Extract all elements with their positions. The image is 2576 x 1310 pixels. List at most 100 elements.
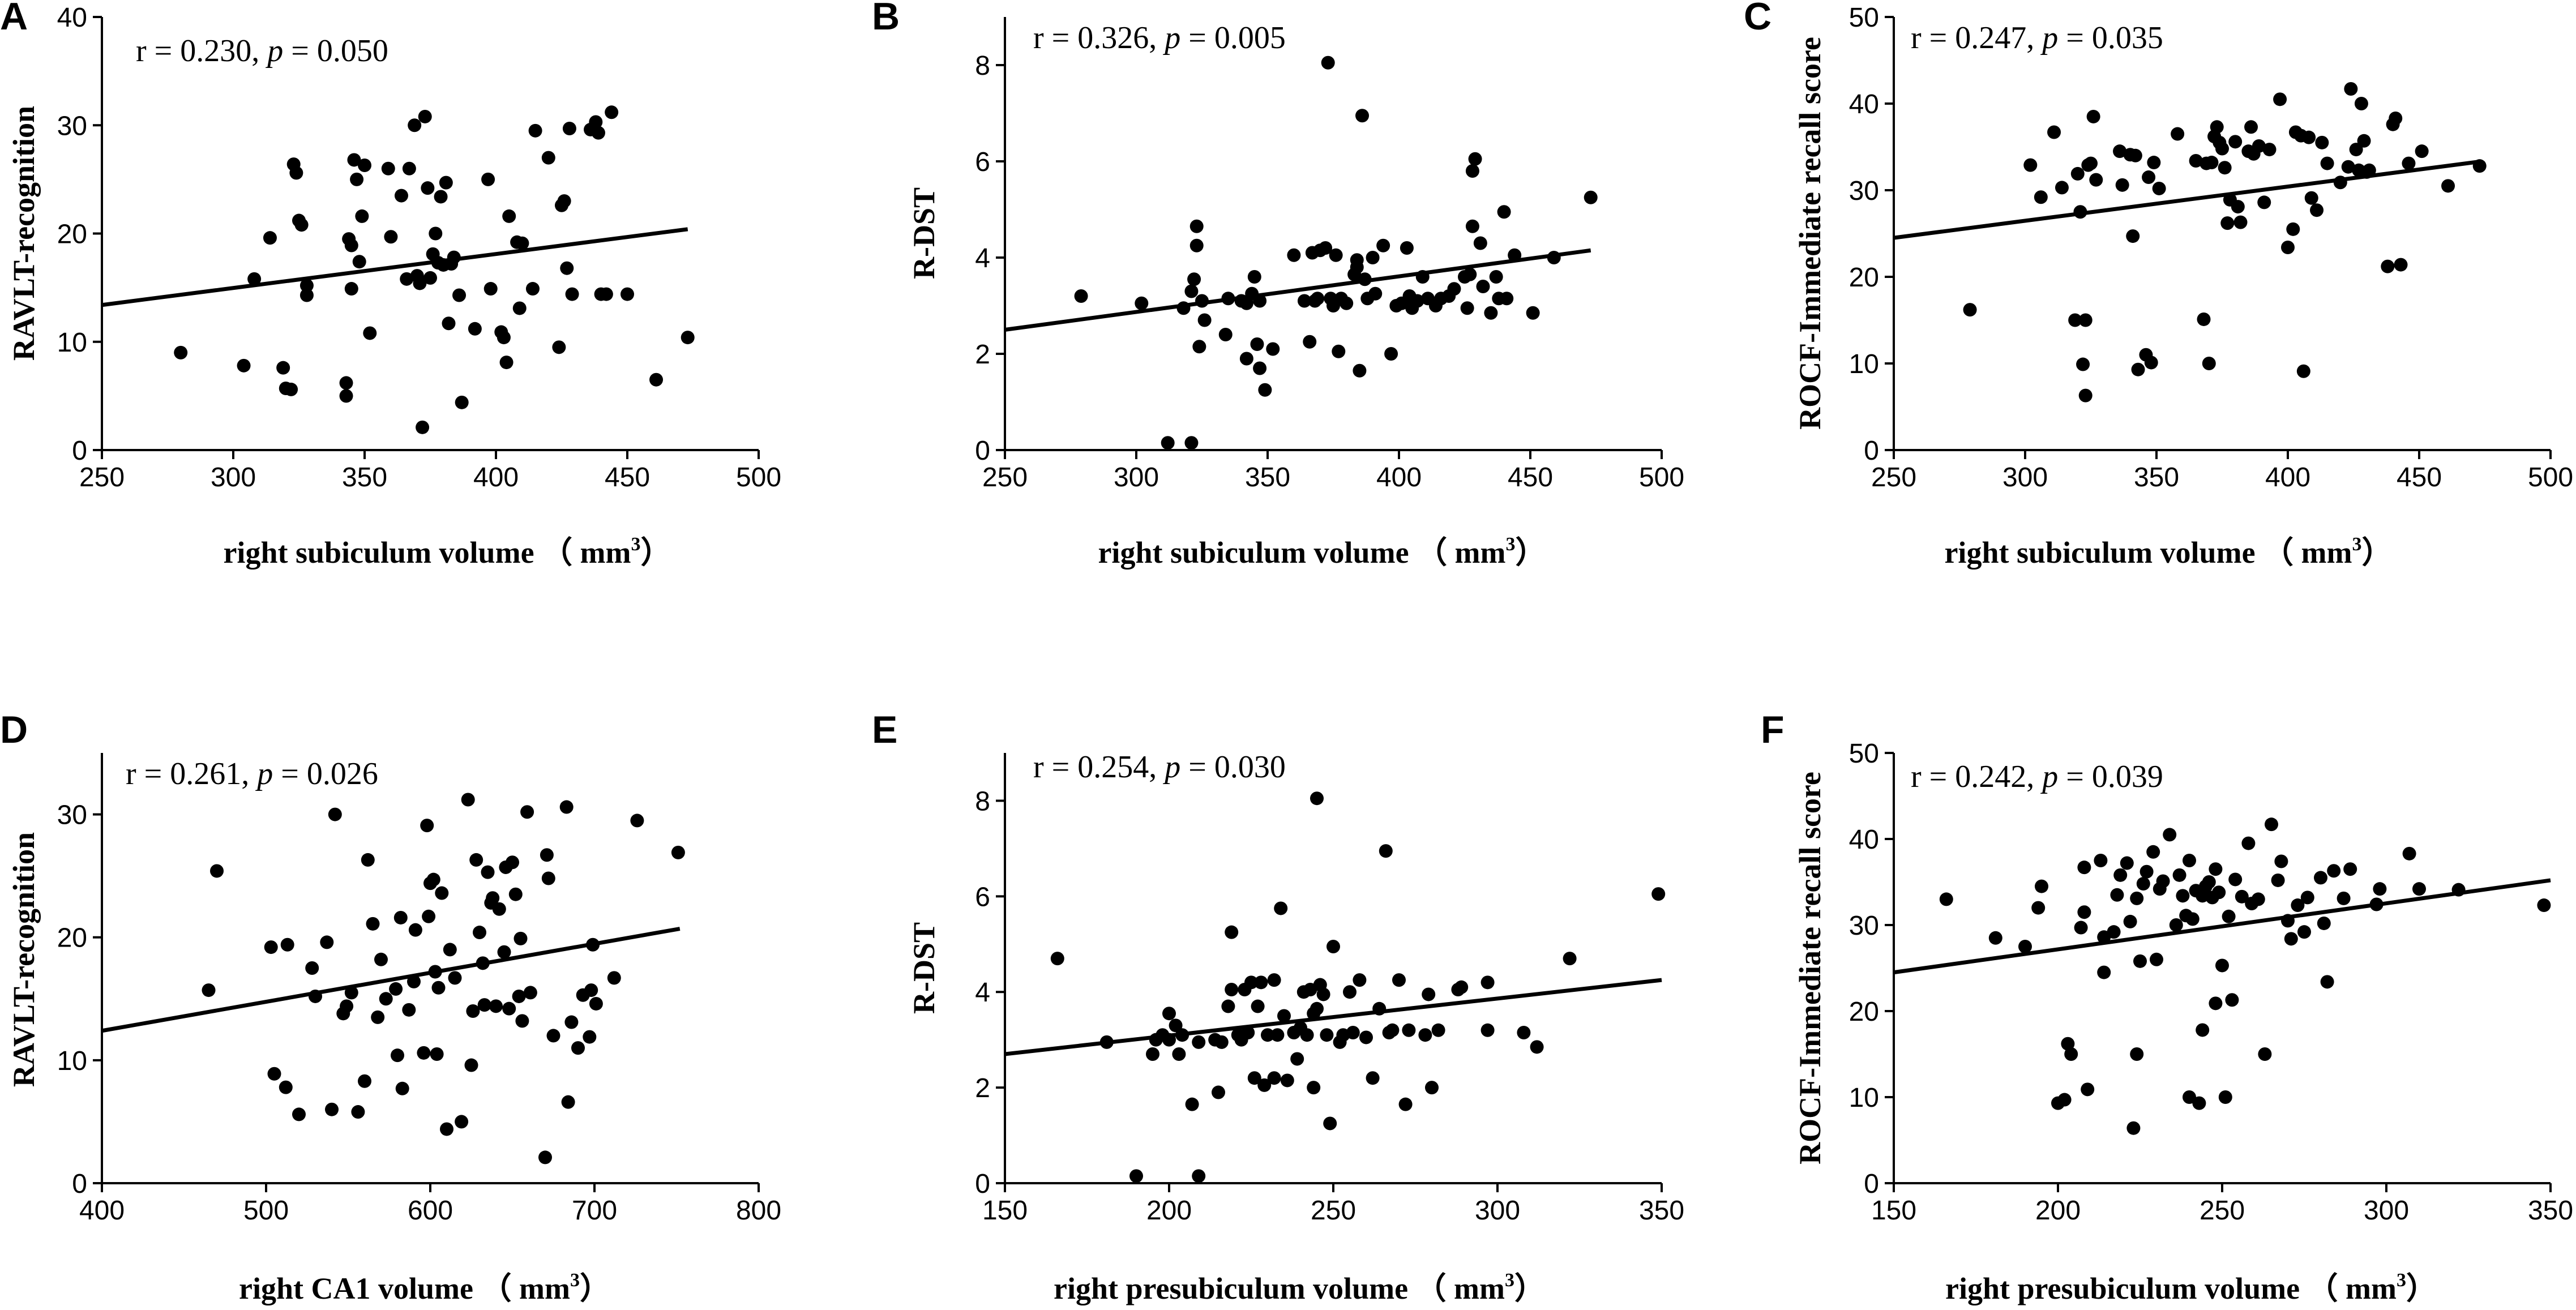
data-point — [2343, 862, 2357, 876]
data-point — [2317, 916, 2331, 930]
x-tick-label: 500 — [2528, 463, 2573, 493]
data-point — [2163, 828, 2177, 842]
x-axis-title: right subiculum volume （ mm3） — [1944, 534, 2392, 570]
data-point — [1517, 1026, 1531, 1039]
data-point — [389, 982, 403, 996]
y-tick-label: 8 — [975, 51, 990, 81]
data-point — [413, 276, 427, 290]
data-point — [1359, 1030, 1373, 1044]
y-tick-label: 20 — [57, 220, 87, 250]
data-point — [2257, 195, 2271, 209]
data-point — [1266, 342, 1280, 356]
data-point — [2133, 954, 2147, 968]
data-point — [2362, 163, 2376, 177]
data-point — [267, 1067, 281, 1081]
data-point — [2344, 82, 2358, 96]
data-point — [395, 1081, 409, 1095]
y-axis-title: ROCF-Immediate recall score — [1793, 772, 1827, 1165]
correlation-stats: r = 0.261, p = 0.026 — [126, 756, 378, 791]
data-point — [583, 1030, 597, 1044]
data-point — [422, 909, 436, 923]
y-tick-label: 0 — [975, 1169, 990, 1199]
data-point — [374, 952, 388, 966]
data-point — [1316, 987, 1330, 1001]
data-point — [1392, 973, 1406, 987]
data-point — [174, 345, 188, 359]
y-tick-label: 50 — [1849, 739, 1879, 769]
data-point — [2074, 921, 2088, 935]
data-point — [264, 940, 278, 954]
data-point — [294, 218, 309, 232]
data-point — [2369, 897, 2384, 911]
data-point — [402, 1003, 416, 1017]
x-tick-label: 150 — [982, 1196, 1028, 1226]
data-point — [1267, 973, 1281, 987]
data-point — [1353, 363, 1367, 378]
data-point — [400, 272, 414, 286]
data-point — [538, 1150, 552, 1165]
x-tick-label: 300 — [1475, 1196, 1520, 1226]
data-point — [1350, 260, 1364, 274]
data-point — [2354, 97, 2368, 110]
data-point — [1366, 251, 1380, 264]
x-axis-title: right CA1 volume （ mm3） — [239, 1270, 610, 1305]
data-point — [1241, 1026, 1255, 1039]
data-point — [586, 937, 600, 952]
data-point — [520, 805, 534, 819]
data-point — [506, 855, 519, 870]
data-point — [2076, 357, 2090, 371]
data-point — [2197, 312, 2211, 326]
data-point — [1192, 1035, 1206, 1049]
data-point — [350, 172, 364, 186]
y-tick-label: 10 — [57, 328, 87, 358]
data-point — [1290, 1052, 1304, 1066]
x-tick-label: 350 — [1639, 1196, 1684, 1226]
data-point — [1963, 303, 1977, 317]
regression-line — [101, 227, 688, 307]
data-point — [1422, 987, 1436, 1001]
data-point — [483, 282, 498, 296]
data-point — [2057, 1093, 2072, 1107]
data-point — [325, 1102, 339, 1116]
data-point — [2333, 175, 2347, 190]
data-point — [2031, 901, 2046, 915]
data-point — [2357, 134, 2371, 148]
data-point — [299, 288, 314, 302]
data-point — [423, 271, 437, 285]
data-point — [552, 340, 566, 354]
data-point — [1221, 292, 1235, 306]
x-tick-label: 350 — [342, 463, 387, 493]
data-point — [559, 800, 574, 814]
y-axis-title: R-DST — [907, 187, 941, 279]
x-tick-label: 600 — [408, 1196, 453, 1226]
data-point — [2284, 932, 2298, 946]
y-tick-label: 4 — [975, 978, 990, 1008]
data-point — [1402, 1023, 1416, 1037]
data-point — [2320, 975, 2334, 989]
data-point — [2061, 1037, 2075, 1051]
data-point — [2451, 883, 2466, 897]
data-point — [1463, 267, 1477, 281]
data-point — [2073, 205, 2087, 219]
data-point — [381, 161, 395, 175]
data-point — [2349, 143, 2363, 157]
data-point — [1189, 219, 1204, 233]
data-point — [1297, 294, 1311, 308]
data-point — [2315, 135, 2329, 149]
data-point — [2262, 143, 2277, 157]
data-point — [2202, 875, 2216, 889]
x-tick-label: 250 — [1871, 463, 1916, 493]
data-point — [2150, 952, 2163, 966]
data-point — [344, 986, 358, 1000]
data-point — [1465, 219, 1479, 233]
data-point — [2055, 181, 2069, 195]
data-point — [2412, 882, 2426, 896]
data-point — [1366, 1071, 1380, 1085]
panel-b: B r = 0.326, p = 0.005 right subiculum v… — [872, 0, 1684, 570]
data-point — [402, 161, 416, 175]
x-tick-label: 450 — [2397, 463, 2442, 493]
data-point — [1332, 344, 1346, 358]
data-point — [2394, 258, 2408, 272]
x-tick-label: 400 — [79, 1196, 125, 1226]
x-tick-label: 300 — [2364, 1196, 2409, 1226]
